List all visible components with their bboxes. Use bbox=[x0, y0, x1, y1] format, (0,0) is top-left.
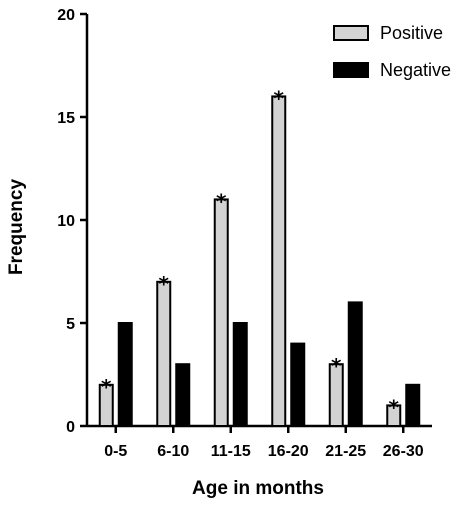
bar-negative bbox=[290, 342, 306, 428]
x-tick-label: 6-10 bbox=[157, 443, 189, 460]
bar-positive bbox=[98, 383, 114, 427]
significance-asterisk: * bbox=[331, 354, 342, 378]
bar-negative bbox=[117, 322, 133, 427]
bar-negative bbox=[175, 363, 191, 428]
bar-positive bbox=[156, 280, 172, 427]
y-tick-label: 10 bbox=[57, 213, 75, 230]
legend-label-negative: Negative bbox=[380, 60, 451, 80]
bar-positive bbox=[271, 95, 287, 428]
bar-positive bbox=[213, 198, 229, 427]
bar-positive bbox=[386, 404, 402, 427]
legend-item-negative: Negative bbox=[333, 60, 451, 80]
legend-swatch-positive bbox=[333, 25, 369, 41]
x-tick-label: 16-20 bbox=[268, 443, 309, 460]
significance-asterisk: * bbox=[216, 189, 227, 213]
significance-asterisk: * bbox=[389, 395, 400, 419]
y-tick-label: 20 bbox=[57, 7, 75, 24]
legend: Positive Negative bbox=[333, 23, 451, 80]
bar-negative bbox=[232, 322, 248, 427]
x-axis-title: Age in months bbox=[192, 478, 324, 499]
x-tick-label: 21-25 bbox=[325, 443, 366, 460]
legend-swatch-negative bbox=[333, 62, 369, 78]
y-tick-label: 5 bbox=[66, 316, 75, 333]
significance-asterisk: * bbox=[101, 375, 112, 399]
bar-positive bbox=[328, 363, 344, 428]
bar-negative bbox=[405, 383, 421, 427]
legend-label-positive: Positive bbox=[380, 23, 443, 43]
x-tick-label: 26-30 bbox=[383, 443, 424, 460]
significance-asterisk: * bbox=[159, 272, 170, 296]
x-axis: 0-5 6-10 11-15 16-20 21-25 26-30 bbox=[87, 424, 432, 460]
significance-asterisk: * bbox=[274, 86, 285, 110]
bar-negative bbox=[347, 301, 363, 427]
x-tick-label: 11-15 bbox=[211, 443, 251, 460]
y-tick-label: 0 bbox=[66, 419, 75, 436]
y-tick-label: 15 bbox=[57, 110, 75, 127]
y-axis-title: Frequency bbox=[6, 179, 27, 276]
x-tick-label: 0-5 bbox=[104, 443, 127, 460]
y-axis: 0 5 10 15 20 bbox=[57, 7, 89, 436]
bars: * * * * * * bbox=[98, 86, 421, 428]
legend-item-positive: Positive bbox=[333, 23, 443, 43]
